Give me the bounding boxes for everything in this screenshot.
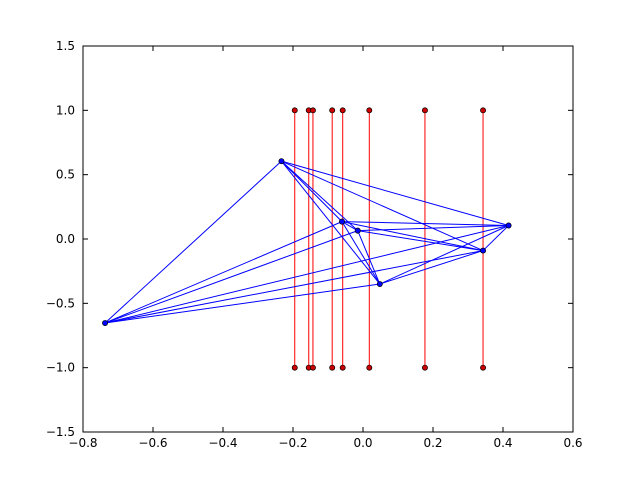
red-point-3-0 — [329, 107, 336, 114]
x-axis: −0.8 −0.6 −0.4 −0.2 0.0 0.2 0.4 0.6 — [68, 46, 583, 450]
red-point-2-0 — [310, 107, 316, 114]
x-tick-label: 0.0 — [353, 436, 372, 450]
blue-edge-2 — [104, 230, 358, 324]
blue-edge-14 — [341, 221, 509, 226]
blue-edge-17 — [357, 224, 509, 232]
blue-edge-16 — [357, 230, 484, 252]
blue-edge-15 — [357, 230, 381, 285]
red-point-0-1 — [291, 364, 298, 371]
y-tick-label: −0.5 — [46, 296, 75, 310]
x-tick-label: −0.6 — [138, 436, 167, 450]
y-tick-label: 0.0 — [56, 232, 75, 246]
blue-edge-20 — [482, 225, 509, 251]
y-tick-label: −1.0 — [46, 361, 75, 375]
blue-edge-11 — [341, 221, 358, 232]
plot-area — [83, 46, 573, 432]
red-point-5-0 — [366, 107, 373, 114]
red-point-6-1 — [422, 364, 428, 371]
red-point-4-1 — [339, 364, 346, 371]
blue-edge-7 — [281, 160, 359, 232]
blue-edge-9 — [281, 160, 484, 252]
blue-edge-18 — [379, 250, 484, 285]
red-markers — [291, 107, 486, 371]
y-axis: −1.5 −1.0 −0.5 0.0 0.5 1.0 1.5 — [46, 39, 573, 439]
red-point-6-0 — [422, 107, 428, 114]
red-point-0-0 — [291, 107, 298, 114]
y-tick-label: −1.5 — [46, 425, 75, 439]
blue-edge-13 — [341, 221, 484, 252]
blue-edge-1 — [104, 221, 343, 324]
blue-edge-0 — [104, 160, 282, 324]
blue-point-5 — [480, 247, 486, 254]
y-tick-label: 0.5 — [56, 168, 75, 182]
blue-edge-6 — [281, 160, 343, 222]
blue-edge-4 — [104, 250, 484, 324]
blue-edge-10 — [281, 160, 509, 226]
x-tick-label: 0.4 — [493, 436, 512, 450]
x-tick-label: −0.4 — [208, 436, 237, 450]
blue-edge-8 — [281, 160, 381, 285]
red-point-4-0 — [339, 107, 346, 114]
x-tick-label: 0.2 — [423, 436, 442, 450]
blue-point-2 — [339, 218, 345, 225]
blue-point-0 — [102, 320, 109, 326]
y-tick-label: 1.0 — [56, 103, 75, 117]
red-point-5-1 — [366, 364, 373, 371]
red-point-3-1 — [329, 364, 336, 371]
red-segments — [294, 110, 484, 368]
blue-point-1 — [278, 158, 285, 165]
x-tick-label: −0.8 — [68, 436, 97, 450]
blue-nodes — [102, 158, 512, 326]
x-tick-label: −0.2 — [278, 436, 307, 450]
blue-edge-19 — [379, 225, 509, 285]
red-point-2-1 — [310, 364, 316, 371]
blue-edge-12 — [341, 221, 381, 285]
blue-edges — [104, 160, 509, 324]
blue-point-4 — [376, 281, 383, 287]
x-tick-label: 0.6 — [563, 436, 582, 450]
blue-point-3 — [354, 227, 361, 234]
red-point-7-0 — [480, 107, 486, 114]
blue-edge-3 — [104, 283, 380, 324]
y-tick-label: 1.5 — [56, 39, 75, 53]
blue-point-6 — [505, 222, 512, 229]
red-point-7-1 — [480, 364, 486, 371]
